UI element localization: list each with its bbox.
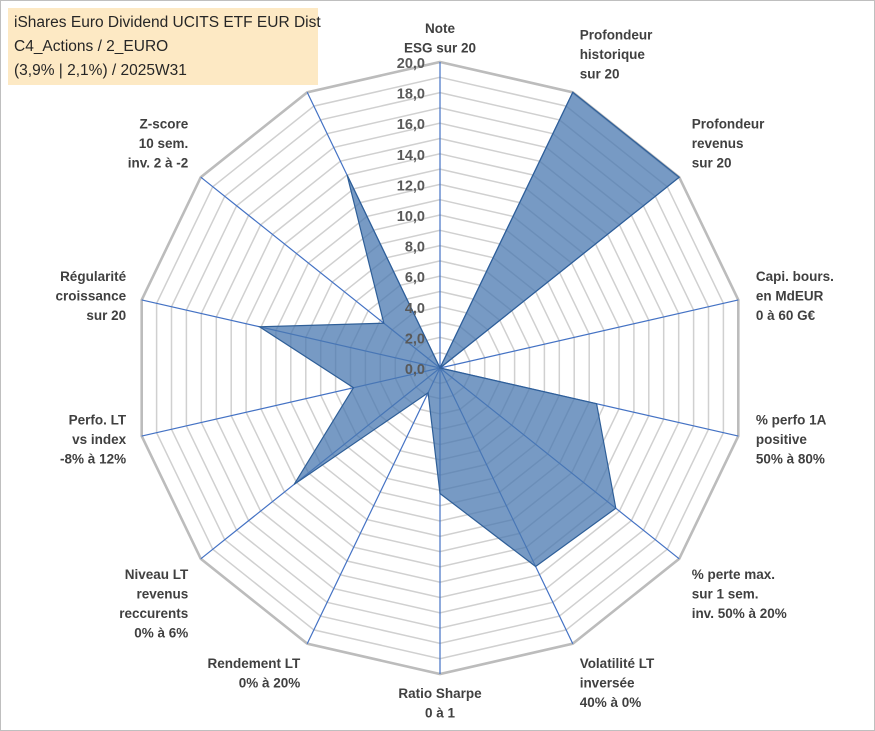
axis-spoke (439, 299, 739, 369)
tick-label: 18,0 (397, 87, 425, 103)
tick-label: 20,0 (397, 56, 425, 72)
tick-label: 16,0 (397, 117, 425, 133)
fund-name: iShares Euro Dividend UCITS ETF EUR Dist (14, 14, 321, 31)
axis-spoke (306, 367, 441, 644)
axis-label: Capi. bours. en MdEUR 0 à 60 G€ (756, 269, 834, 323)
axis-labels: Note ESG sur 20 Profondeur historique sur 20… (56, 21, 834, 721)
title-box: iShares Euro Dividend UCITS ETF EUR Dist… (8, 8, 321, 85)
tick-label: 12,0 (397, 178, 425, 194)
tick-label: 6,0 (405, 270, 425, 286)
axis-label: Rendement LT 0% à 20% (208, 656, 302, 691)
axis-label: Niveau LT revenus reccurents 0% à 6% (119, 567, 189, 641)
axis-label: % perfo 1A positive 50% à 80% (756, 412, 827, 466)
axis-label: Volatilité LT inversée 40% à 0% (580, 656, 655, 710)
tick-label: 4,0 (405, 301, 425, 317)
data-series (257, 91, 681, 568)
radial-tick-labels: 0,0 2,0 4,0 6,0 8,0 10,0 12,0 14,0 16,0 18,0 20,0 (397, 56, 425, 378)
series-area (257, 91, 681, 568)
tick-label: 0,0 (405, 362, 425, 378)
tick-label: 8,0 (405, 240, 425, 256)
axis-label: Perfo. LT vs index -8% à 12% (60, 412, 127, 466)
tick-label: 2,0 (405, 331, 425, 347)
axis-label: Note ESG sur 20 (404, 21, 476, 56)
axis-label: % perte max. sur 1 sem. inv. 50% à 20% (692, 567, 787, 621)
axis-label: Profondeur revenus sur 20 (692, 117, 765, 171)
axis-label: Profondeur historique sur 20 (580, 27, 653, 81)
axis-label: Ratio Sharpe 0 à 1 (398, 686, 482, 721)
fund-category: C4_Actions / 2_EURO (14, 38, 169, 55)
axis-label: Z-score 10 sem. inv. 2 à -2 (128, 117, 189, 171)
axis-label: Régularité croissance sur 20 (56, 269, 127, 323)
tick-label: 14,0 (397, 148, 425, 164)
tick-label: 10,0 (397, 209, 425, 225)
fund-stats: (3,9% | 2,1%) / 2025W31 (14, 62, 187, 79)
